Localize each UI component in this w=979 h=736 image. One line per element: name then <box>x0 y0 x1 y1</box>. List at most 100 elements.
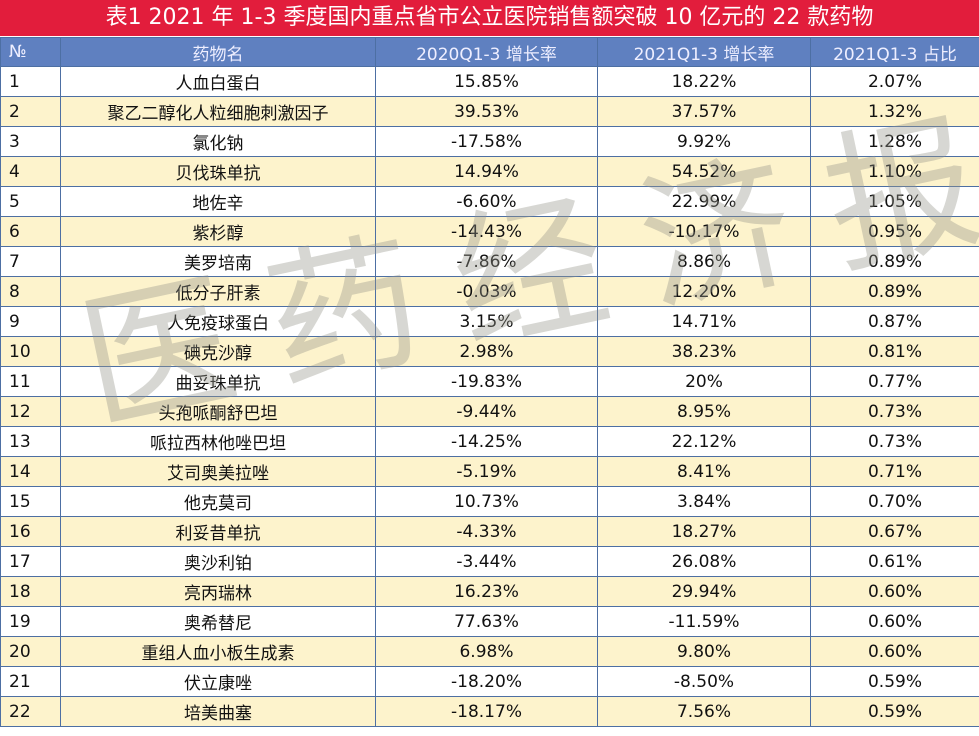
table-row: 4 贝伐珠单抗 14.94% 54.52% 1.10% <box>0 156 979 187</box>
col-2021-share-cell: 1.28% <box>810 126 979 157</box>
table-title: 表1 2021 年 1-3 季度国内重点省市公立医院销售额突破 10 亿元的 2… <box>0 0 979 36</box>
table-row: 16 利妥昔单抗 -4.33% 18.27% 0.67% <box>0 516 979 547</box>
table-row: 20 重组人血小板生成素 6.98% 9.80% 0.60% <box>0 636 979 667</box>
col-no-cell: 22 <box>0 696 61 727</box>
col-2021-share-cell: 0.59% <box>810 666 979 697</box>
header-col-drug-name: 药物名 <box>60 37 376 67</box>
header-col-no: № <box>0 37 61 67</box>
col-drug-name-cell: 氯化钠 <box>60 126 376 157</box>
col-no-cell: 10 <box>0 336 61 367</box>
col-no-cell: 8 <box>0 276 61 307</box>
col-no-cell: 9 <box>0 306 61 337</box>
col-drug-name-cell: 艾司奥美拉唑 <box>60 456 376 487</box>
col-no-cell: 21 <box>0 666 61 697</box>
col-drug-name-cell: 人血白蛋白 <box>60 66 376 97</box>
header-col-2020-growth: 2020Q1-3 增长率 <box>375 37 598 67</box>
col-2021-share-cell: 0.60% <box>810 576 979 607</box>
col-2021-growth-cell: 8.41% <box>597 456 811 487</box>
col-2020-growth-cell: 39.53% <box>375 96 598 127</box>
col-no-cell: 6 <box>0 216 61 247</box>
col-no-cell: 2 <box>0 96 61 127</box>
col-2021-share-cell: 0.87% <box>810 306 979 337</box>
col-2021-share-cell: 0.73% <box>810 426 979 457</box>
col-2021-share-cell: 0.71% <box>810 456 979 487</box>
col-2021-share-cell: 1.32% <box>810 96 979 127</box>
col-2021-growth-cell: 7.56% <box>597 696 811 727</box>
col-2020-growth-cell: 2.98% <box>375 336 598 367</box>
col-2021-growth-cell: -10.17% <box>597 216 811 247</box>
col-2021-growth-cell: 29.94% <box>597 576 811 607</box>
col-2020-growth-cell: 3.15% <box>375 306 598 337</box>
col-2021-growth-cell: 20% <box>597 366 811 397</box>
col-drug-name-cell: 紫杉醇 <box>60 216 376 247</box>
col-2021-share-cell: 0.95% <box>810 216 979 247</box>
col-2021-growth-cell: 37.57% <box>597 96 811 127</box>
col-drug-name-cell: 贝伐珠单抗 <box>60 156 376 187</box>
col-no-cell: 20 <box>0 636 61 667</box>
table-row: 2 聚乙二醇化人粒细胞刺激因子 39.53% 37.57% 1.32% <box>0 96 979 127</box>
col-2021-growth-cell: 26.08% <box>597 546 811 577</box>
table-row: 21 伏立康唑 -18.20% -8.50% 0.59% <box>0 666 979 697</box>
col-drug-name-cell: 曲妥珠单抗 <box>60 366 376 397</box>
col-drug-name-cell: 聚乙二醇化人粒细胞刺激因子 <box>60 96 376 127</box>
col-2020-growth-cell: 10.73% <box>375 486 598 517</box>
col-2020-growth-cell: -18.17% <box>375 696 598 727</box>
col-2020-growth-cell: -7.86% <box>375 246 598 277</box>
col-2021-growth-cell: 3.84% <box>597 486 811 517</box>
col-2021-growth-cell: 22.99% <box>597 186 811 217</box>
col-drug-name-cell: 地佐辛 <box>60 186 376 217</box>
table-row: 6 紫杉醇 -14.43% -10.17% 0.95% <box>0 216 979 247</box>
col-2020-growth-cell: 6.98% <box>375 636 598 667</box>
table-row: 17 奥沙利铂 -3.44% 26.08% 0.61% <box>0 546 979 577</box>
table-row: 15 他克莫司 10.73% 3.84% 0.70% <box>0 486 979 517</box>
col-2021-share-cell: 0.60% <box>810 606 979 637</box>
col-2021-growth-cell: 14.71% <box>597 306 811 337</box>
col-2020-growth-cell: -18.20% <box>375 666 598 697</box>
col-2021-share-cell: 0.67% <box>810 516 979 547</box>
col-no-cell: 19 <box>0 606 61 637</box>
col-2021-share-cell: 0.89% <box>810 276 979 307</box>
table-row: 3 氯化钠 -17.58% 9.92% 1.28% <box>0 126 979 157</box>
table-row: 7 美罗培南 -7.86% 8.86% 0.89% <box>0 246 979 277</box>
col-2021-share-cell: 0.60% <box>810 636 979 667</box>
col-2021-growth-cell: 18.22% <box>597 66 811 97</box>
col-2020-growth-cell: -14.43% <box>375 216 598 247</box>
table-row: 13 哌拉西林他唑巴坦 -14.25% 22.12% 0.73% <box>0 426 979 457</box>
col-2021-growth-cell: -8.50% <box>597 666 811 697</box>
table-row: 1 人血白蛋白 15.85% 18.22% 2.07% <box>0 66 979 97</box>
col-drug-name-cell: 利妥昔单抗 <box>60 516 376 547</box>
col-no-cell: 16 <box>0 516 61 547</box>
col-2021-growth-cell: 9.92% <box>597 126 811 157</box>
col-2021-growth-cell: 9.80% <box>597 636 811 667</box>
col-drug-name-cell: 培美曲塞 <box>60 696 376 727</box>
col-no-cell: 5 <box>0 186 61 217</box>
col-2020-growth-cell: -6.60% <box>375 186 598 217</box>
col-2020-growth-cell: 77.63% <box>375 606 598 637</box>
col-2020-growth-cell: -3.44% <box>375 546 598 577</box>
header-col-2021-share: 2021Q1-3 占比 <box>810 37 979 67</box>
header-row: № 药物名 2020Q1-3 增长率 2021Q1-3 增长率 2021Q1-3 占比 <box>0 37 979 67</box>
col-2021-growth-cell: 22.12% <box>597 426 811 457</box>
table-row: 12 头孢哌酮舒巴坦 -9.44% 8.95% 0.73% <box>0 396 979 427</box>
col-2021-share-cell: 0.73% <box>810 396 979 427</box>
col-no-cell: 1 <box>0 66 61 97</box>
col-2021-growth-cell: -11.59% <box>597 606 811 637</box>
col-2021-share-cell: 0.59% <box>810 696 979 727</box>
col-drug-name-cell: 低分子肝素 <box>60 276 376 307</box>
col-2021-growth-cell: 12.20% <box>597 276 811 307</box>
col-no-cell: 18 <box>0 576 61 607</box>
table-row: 18 亮丙瑞林 16.23% 29.94% 0.60% <box>0 576 979 607</box>
col-2021-growth-cell: 8.86% <box>597 246 811 277</box>
col-drug-name-cell: 人免疫球蛋白 <box>60 306 376 337</box>
col-2021-growth-cell: 38.23% <box>597 336 811 367</box>
col-drug-name-cell: 碘克沙醇 <box>60 336 376 367</box>
col-2020-growth-cell: 15.85% <box>375 66 598 97</box>
col-no-cell: 11 <box>0 366 61 397</box>
col-no-cell: 4 <box>0 156 61 187</box>
col-no-cell: 7 <box>0 246 61 277</box>
col-2021-growth-cell: 18.27% <box>597 516 811 547</box>
drug-sales-table: № 药物名 2020Q1-3 增长率 2021Q1-3 增长率 2021Q1-3 占比 … <box>0 37 979 727</box>
table-row: 5 地佐辛 -6.60% 22.99% 1.05% <box>0 186 979 217</box>
col-2020-growth-cell: -17.58% <box>375 126 598 157</box>
col-no-cell: 13 <box>0 426 61 457</box>
